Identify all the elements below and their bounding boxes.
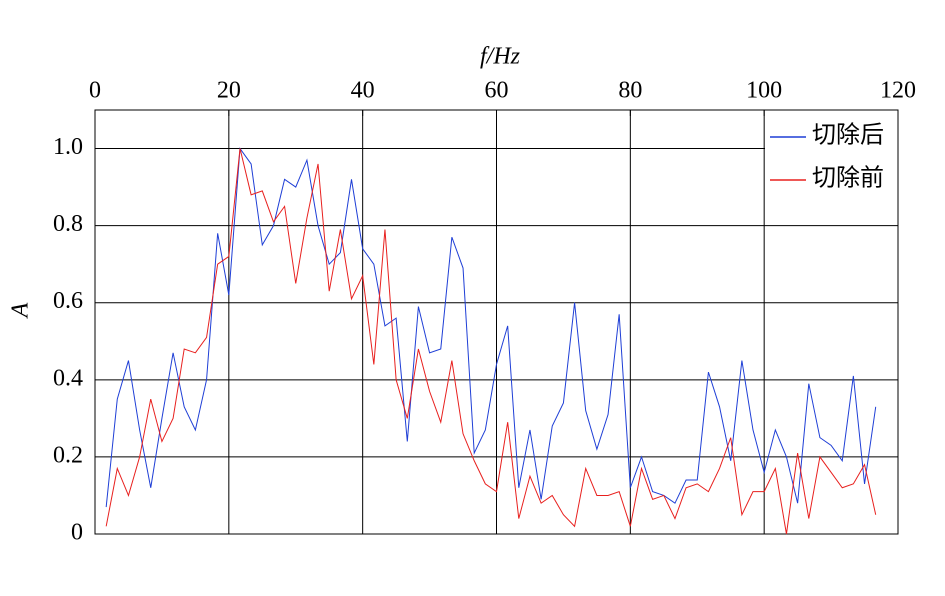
legend-label: 切除前 bbox=[812, 165, 884, 192]
x-tick-label: 20 bbox=[217, 78, 241, 104]
data-line bbox=[105, 147, 877, 508]
x-tick-label: 60 bbox=[485, 78, 509, 104]
x-tick-label: 120 bbox=[880, 78, 916, 104]
x-axis-label: f/Hz bbox=[480, 44, 521, 70]
legend-label: 切除后 bbox=[812, 122, 884, 149]
y-tick-label: 0.6 bbox=[53, 288, 83, 314]
y-tick-label: 1.0 bbox=[53, 134, 83, 160]
x-tick-label: 40 bbox=[351, 78, 375, 104]
x-tick-label: 80 bbox=[618, 78, 642, 104]
y-tick-label: 0.8 bbox=[53, 211, 83, 237]
data-line bbox=[105, 148, 877, 535]
y-tick-label: 0 bbox=[71, 520, 83, 546]
plot-frame bbox=[94, 109, 899, 535]
x-tick-label: 0 bbox=[89, 78, 101, 104]
legend-box bbox=[765, 117, 898, 202]
y-tick-label: 0.2 bbox=[53, 442, 83, 468]
y-axis-label: A bbox=[8, 302, 34, 319]
x-tick-label: 100 bbox=[746, 78, 782, 104]
y-tick-label: 0.4 bbox=[53, 365, 83, 391]
